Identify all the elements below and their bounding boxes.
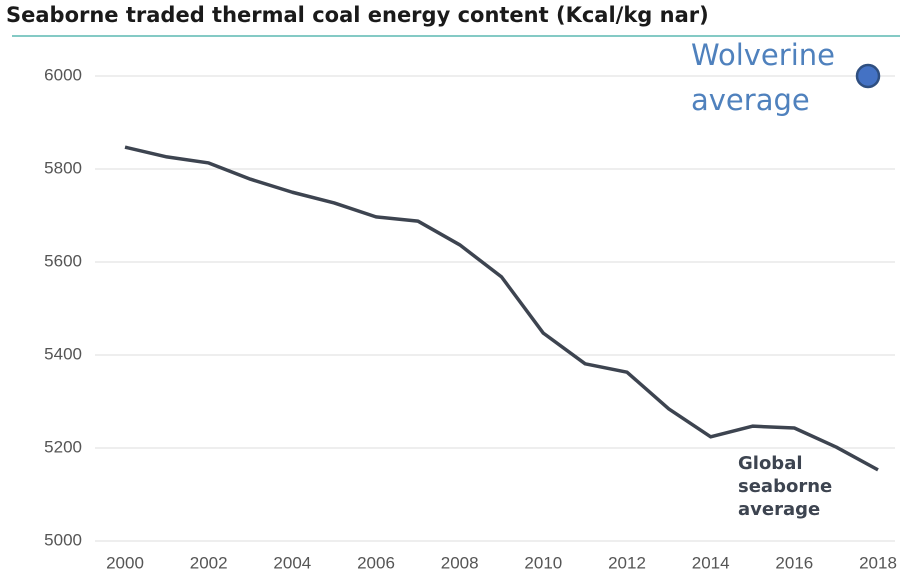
x-tick-label: 2006: [357, 553, 395, 572]
series-label-text: Wolverine average: [691, 38, 835, 117]
x-tick-label: 2000: [106, 553, 144, 572]
series-label: Wolverine average: [691, 38, 835, 117]
y-tick-label: 5000: [44, 530, 82, 549]
x-tick-label: 2014: [692, 553, 730, 572]
chart-title: Seaborne traded thermal coal energy cont…: [6, 3, 709, 27]
y-tick-label: 5600: [44, 251, 82, 270]
y-tick-label: 5400: [44, 344, 82, 363]
series-label: Global seaborne average: [738, 453, 833, 520]
x-tick-label: 2012: [608, 553, 646, 572]
x-tick-label: 2002: [190, 553, 228, 572]
series-label-text: Global seaborne average: [738, 453, 833, 520]
x-tick-label: 2018: [859, 553, 897, 572]
point-marker: [855, 63, 881, 89]
y-tick-label: 5800: [44, 158, 82, 177]
y-tick-label: 5200: [44, 437, 82, 456]
y-tick-label: 6000: [44, 65, 82, 84]
data-line: [124, 145, 879, 472]
x-tick-label: 2008: [441, 553, 479, 572]
x-tick-label: 2010: [524, 553, 562, 572]
x-tick-label: 2016: [775, 553, 813, 572]
x-tick-label: 2004: [273, 553, 311, 572]
